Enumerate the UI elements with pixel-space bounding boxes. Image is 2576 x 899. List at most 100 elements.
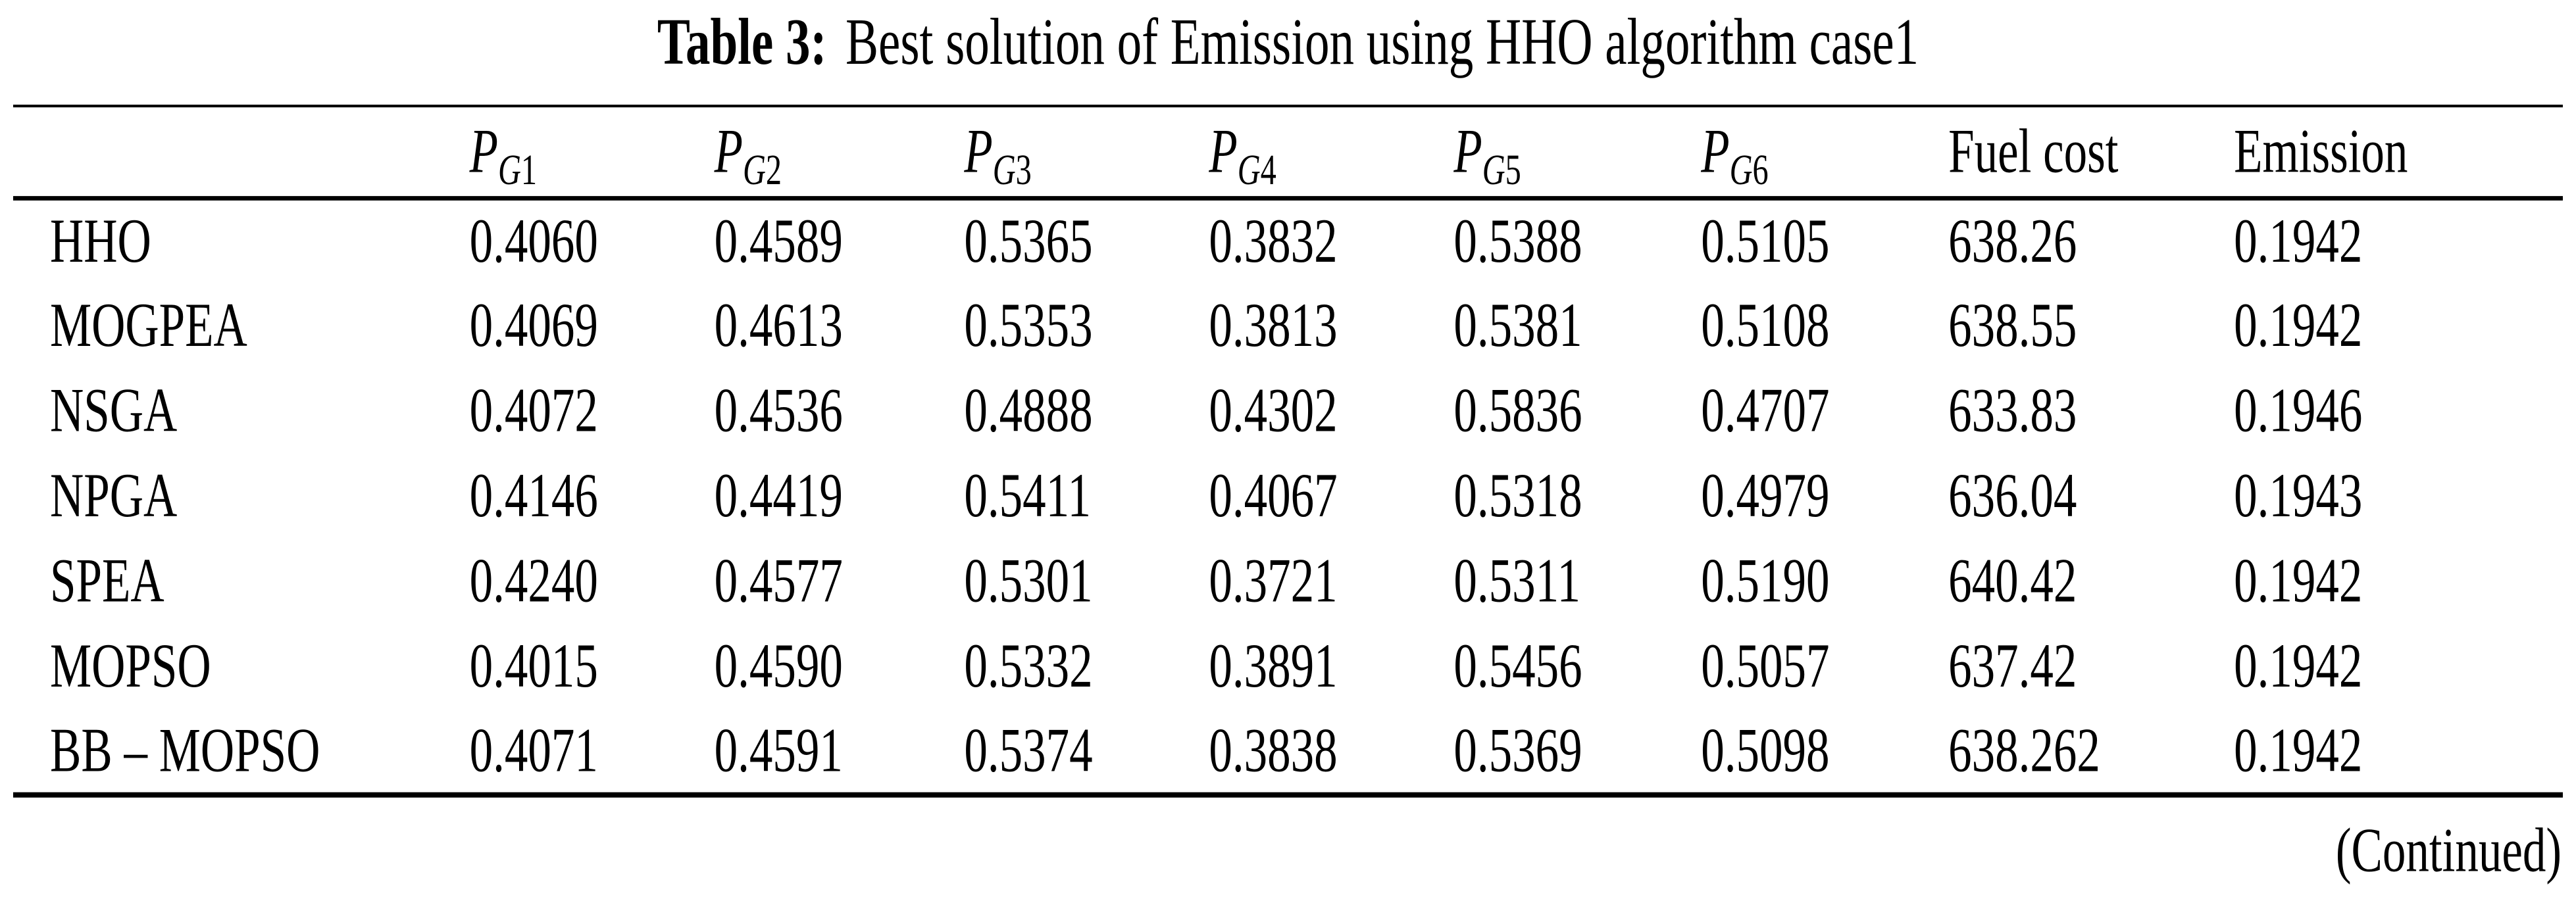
- value-cell: 0.4979: [1701, 461, 1830, 531]
- value-cell: 0.4240: [469, 546, 598, 616]
- table-caption-text: Best solution of Emission using HHO algo…: [846, 5, 1919, 80]
- value-cell: 0.4888: [964, 376, 1093, 446]
- value-cell: 0.1942: [2234, 207, 2363, 276]
- value-cell: 0.4613: [714, 291, 843, 360]
- value-cell: 0.5311: [1453, 546, 1580, 616]
- value-cell: 0.5105: [1701, 207, 1830, 276]
- value-cell: 0.5301: [964, 546, 1093, 616]
- value-cell: 0.5411: [964, 461, 1091, 531]
- value-cell: 0.4302: [1209, 376, 1338, 446]
- algorithm-name: BB – MOPSO: [50, 715, 320, 785]
- value-cell: 0.4536: [714, 376, 843, 446]
- value-cell: 0.4589: [714, 207, 843, 276]
- table-caption-number: Table 3:: [657, 5, 827, 80]
- algorithm-name: MOGPEA: [50, 291, 247, 360]
- value-cell: 0.3832: [1209, 207, 1338, 276]
- math-symbol: P: [1701, 116, 1730, 186]
- value-cell: 638.262: [1948, 715, 2100, 785]
- math-subscript-index: 1: [520, 146, 537, 194]
- value-cell: 0.1942: [2234, 715, 2363, 785]
- table-row-npga: NPGA 0.4146 0.4419 0.5411 0.4067 0.5318 …: [13, 454, 2563, 539]
- value-cell: 633.83: [1948, 376, 2077, 446]
- column-header-pg2: PG2: [715, 106, 965, 198]
- results-table: PG1 PG2 PG3 PG4 PG5 PG6 Fuel cost Emissi…: [13, 105, 2563, 798]
- value-cell: 0.3838: [1209, 715, 1338, 785]
- value-cell: 0.1942: [2234, 291, 2363, 360]
- value-cell: 0.3721: [1209, 546, 1338, 616]
- table-row-hho: HHO 0.4060 0.4589 0.5365 0.3832 0.5388 0…: [13, 199, 2563, 284]
- table-row-mogpea: MOGPEA 0.4069 0.4613 0.5353 0.3813 0.538…: [13, 283, 2563, 369]
- value-cell: 636.04: [1948, 461, 2077, 531]
- value-cell: 0.1943: [2234, 461, 2363, 531]
- table-row-bb-mopso: BB – MOPSO 0.4071 0.4591 0.5374 0.3838 0…: [13, 710, 2563, 795]
- value-cell: 638.55: [1948, 291, 2077, 360]
- math-symbol: P: [1209, 116, 1238, 186]
- value-cell: 0.5836: [1453, 376, 1582, 446]
- value-cell: 0.4577: [714, 546, 843, 616]
- column-header-pg6: PG6: [1701, 106, 1948, 198]
- column-header-pg5: PG5: [1453, 106, 1701, 198]
- value-cell: 0.5190: [1701, 546, 1830, 616]
- value-cell: 0.5388: [1453, 207, 1582, 276]
- value-cell: 0.1942: [2234, 631, 2363, 701]
- value-cell: 0.5057: [1701, 631, 1830, 701]
- value-cell: 0.4590: [714, 631, 843, 701]
- value-cell: 637.42: [1948, 631, 2077, 701]
- value-cell: 0.5108: [1701, 291, 1830, 360]
- table-caption: Table 3: Best solution of Emission using …: [0, 0, 2576, 80]
- table-header-row: PG1 PG2 PG3 PG4 PG5 PG6 Fuel cost Emissi…: [13, 106, 2563, 199]
- math-subscript-letter: G: [992, 146, 1016, 194]
- value-cell: 638.26: [1948, 207, 2077, 276]
- value-cell: 0.5098: [1701, 715, 1830, 785]
- column-header-pg1: PG1: [470, 106, 715, 198]
- math-subscript-letter: G: [498, 146, 521, 194]
- value-cell: 0.4146: [469, 461, 598, 531]
- math-subscript-index: 6: [1752, 146, 1769, 194]
- algorithm-name: NSGA: [50, 376, 178, 446]
- value-cell: 0.1942: [2234, 546, 2363, 616]
- math-subscript-index: 3: [1015, 146, 1032, 194]
- value-cell: 0.1946: [2234, 376, 2363, 446]
- column-header-algorithm: [13, 106, 470, 198]
- math-subscript-letter: G: [1482, 146, 1505, 194]
- value-cell: 0.5456: [1453, 631, 1582, 701]
- math-subscript-letter: G: [1729, 146, 1753, 194]
- table-row-nsga: NSGA 0.4072 0.4536 0.4888 0.4302 0.5836 …: [13, 369, 2563, 454]
- value-cell: 0.5381: [1453, 291, 1582, 360]
- value-cell: 0.5332: [964, 631, 1093, 701]
- math-symbol: P: [714, 116, 743, 186]
- value-cell: 0.4071: [469, 715, 598, 785]
- value-cell: 0.4060: [469, 207, 598, 276]
- value-cell: 0.5374: [964, 715, 1093, 785]
- column-header-pg3: PG3: [964, 106, 1209, 198]
- math-subscript-letter: G: [743, 146, 766, 194]
- column-header-fuel-cost: Fuel cost: [1948, 116, 2119, 186]
- value-cell: 0.4591: [714, 715, 843, 785]
- value-cell: 0.4707: [1701, 376, 1830, 446]
- value-cell: 0.4419: [714, 461, 843, 531]
- value-cell: 0.5318: [1453, 461, 1582, 531]
- value-cell: 0.4015: [469, 631, 598, 701]
- math-symbol: P: [964, 116, 993, 186]
- math-subscript-index: 2: [765, 146, 782, 194]
- value-cell: 0.4069: [469, 291, 598, 360]
- table-row-spea: SPEA 0.4240 0.4577 0.5301 0.3721 0.5311 …: [13, 539, 2563, 625]
- math-subscript-index: 5: [1505, 146, 1521, 194]
- algorithm-name: HHO: [50, 207, 151, 276]
- table-row-mopso: MOPSO 0.4015 0.4590 0.5332 0.3891 0.5456…: [13, 624, 2563, 710]
- value-cell: 0.4072: [469, 376, 598, 446]
- value-cell: 0.5365: [964, 207, 1093, 276]
- value-cell: 0.5353: [964, 291, 1093, 360]
- value-cell: 0.3891: [1209, 631, 1338, 701]
- algorithm-name: MOPSO: [50, 631, 211, 701]
- continued-note: (Continued): [2335, 815, 2562, 885]
- value-cell: 0.5369: [1453, 715, 1582, 785]
- math-subscript-letter: G: [1237, 146, 1261, 194]
- math-subscript-index: 4: [1260, 146, 1276, 194]
- algorithm-name: NPGA: [50, 461, 178, 531]
- value-cell: 640.42: [1948, 546, 2077, 616]
- math-symbol: P: [469, 116, 498, 186]
- column-header-pg4: PG4: [1209, 106, 1453, 198]
- algorithm-name: SPEA: [50, 546, 164, 616]
